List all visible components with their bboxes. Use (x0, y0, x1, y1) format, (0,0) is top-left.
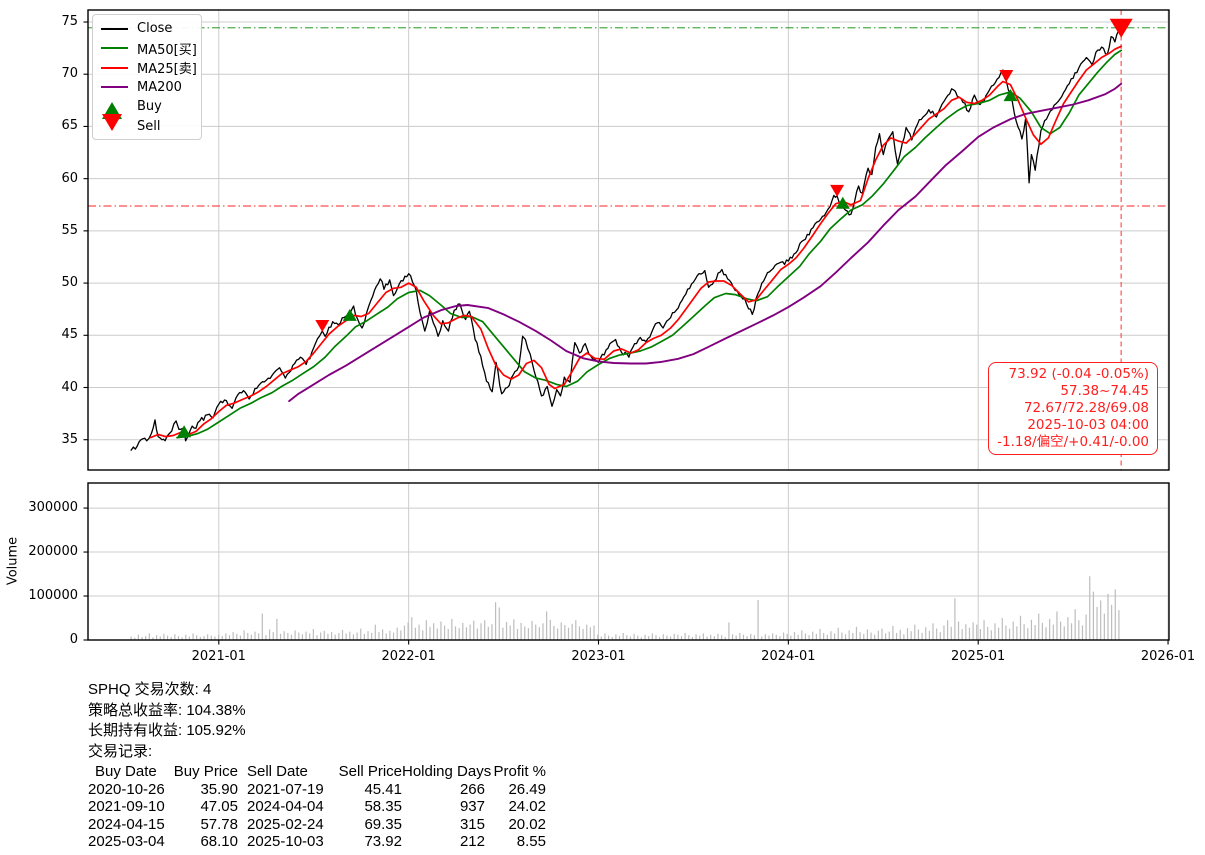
sell-triangle-icon (102, 113, 122, 131)
sell-price: 69.35 (364, 815, 402, 833)
col-header: Buy Date (95, 763, 157, 781)
sell-price: 58.35 (364, 798, 402, 816)
summary-strategy-return: 策略总收益率: 104.38% (88, 701, 246, 719)
sell-date: 2025-02-24 (247, 815, 324, 833)
x-tick-label: 2022-01 (381, 649, 436, 664)
price-y-tick-label: 45 (61, 327, 78, 343)
annotation-line: 57.38~74.45 (1060, 382, 1149, 399)
sell-date: 2024-04-04 (247, 798, 324, 816)
trade-table-row: 2020-10-26 35.90 2021-07-19 45.41 266 26… (88, 781, 688, 798)
ma200-line-swatch (101, 86, 128, 89)
legend-label: Buy (137, 99, 162, 115)
trade-table: Buy Date Buy Price Sell Date Sell Price … (88, 763, 688, 850)
strategy-summary: SPHQ 交易次数: 4 策略总收益率: 104.38% 长期持有收益: 105… (88, 680, 688, 850)
price-y-tick-label: 35 (61, 431, 78, 447)
sell-price: 73.92 (364, 833, 402, 850)
buy-date: 2025-03-04 (88, 833, 165, 850)
holding-days: 315 (459, 815, 485, 833)
volume-y-tick-label: 0 (69, 632, 78, 647)
col-header: Holding Days (402, 763, 492, 781)
volume-axis-label: Volume (5, 536, 21, 586)
x-tick-label: 2024-01 (761, 649, 816, 664)
buy-price: 47.05 (200, 798, 238, 816)
legend-label: Sell (137, 118, 161, 134)
profit-pct: 8.55 (516, 833, 546, 850)
annotation-line: 73.92 (-0.04 -0.05%) (1008, 366, 1149, 382)
holding-days: 937 (459, 798, 485, 816)
sell-date: 2025-10-03 (247, 833, 324, 850)
price-y-tick-label: 65 (61, 118, 78, 134)
x-tick-label: 2023-01 (571, 649, 626, 664)
chart-canvas (83, 9, 1170, 645)
buy-date: 2021-09-10 (88, 798, 165, 816)
price-y-tick-label: 55 (61, 222, 78, 238)
legend-label: MA50[买] (137, 42, 197, 58)
annotation-line: 2025-10-03 04:00 (1027, 416, 1149, 433)
x-tick-label: 2026-01 (1140, 649, 1196, 664)
buy-price: 35.90 (200, 780, 238, 798)
volume-y-tick-label: 200000 (28, 544, 78, 560)
buy-price: 57.78 (200, 815, 238, 833)
profit-pct: 26.49 (508, 780, 546, 798)
price-y-tick-label: 50 (61, 275, 78, 291)
col-header: Profit % (493, 763, 546, 781)
legend-label: Close (137, 21, 173, 37)
profit-pct: 20.02 (508, 815, 546, 833)
price-y-tick-label: 40 (61, 379, 78, 395)
last-price-annotation: 73.92 (-0.04 -0.05%) 57.38~74.45 72.67/7… (988, 362, 1158, 455)
sell-price: 45.41 (364, 780, 402, 798)
summary-trade-count: SPHQ 交易次数: 4 (88, 681, 212, 698)
volume-y-tick-label: 100000 (28, 588, 78, 604)
legend-item-sell: Sell (93, 113, 201, 137)
buy-date: 2020-10-26 (88, 780, 165, 798)
annotation-line: -1.18/偏空/+0.41/-0.00 (997, 433, 1149, 450)
holding-days: 266 (459, 780, 485, 798)
annotation-line: 72.67/72.28/69.08 (1023, 399, 1149, 416)
legend: Close MA50[买] MA25[卖] MA200 Buy Sell (92, 14, 202, 140)
price-y-tick-label: 75 (61, 14, 78, 29)
summary-records-label: 交易记录: (88, 742, 153, 760)
trade-table-row: 2025-03-04 68.10 2025-10-03 73.92 212 8.… (88, 833, 688, 850)
ma50-line-swatch (101, 47, 128, 50)
trade-table-row: 2024-04-15 57.78 2025-02-24 69.35 315 20… (88, 816, 688, 833)
close-line-swatch (101, 27, 128, 30)
legend-item-ma200: MA200 (93, 78, 201, 98)
price-y-tick-label: 70 (61, 66, 78, 82)
summary-hold-return: 长期持有收益: 105.92% (88, 722, 246, 740)
legend-item-ma25: MA25[卖] (93, 58, 201, 78)
sell-date: 2021-07-19 (247, 780, 324, 798)
legend-label: MA25[卖] (137, 62, 197, 78)
trade-table-header: Buy Date Buy Price Sell Date Sell Price … (88, 763, 688, 780)
ma25-line-swatch (101, 66, 128, 69)
buy-date: 2024-04-15 (88, 815, 165, 833)
trade-table-row: 2021-09-10 47.05 2024-04-04 58.35 937 24… (88, 798, 688, 815)
x-tick-label: 2025-01 (951, 649, 1006, 664)
holding-days: 212 (459, 833, 485, 850)
col-header: Sell Date (247, 763, 308, 781)
profit-pct: 24.02 (508, 798, 546, 816)
buy-price: 68.10 (200, 833, 238, 850)
price-y-tick-label: 60 (61, 170, 78, 186)
legend-label: MA200 (137, 79, 182, 95)
x-tick-label: 2021-01 (191, 649, 246, 664)
legend-item-ma50: MA50[买] (93, 39, 201, 59)
volume-y-tick-label: 300000 (28, 500, 78, 516)
legend-item-close: Close (93, 19, 201, 39)
col-header: Sell Price (338, 763, 402, 781)
col-header: Buy Price (173, 763, 238, 781)
